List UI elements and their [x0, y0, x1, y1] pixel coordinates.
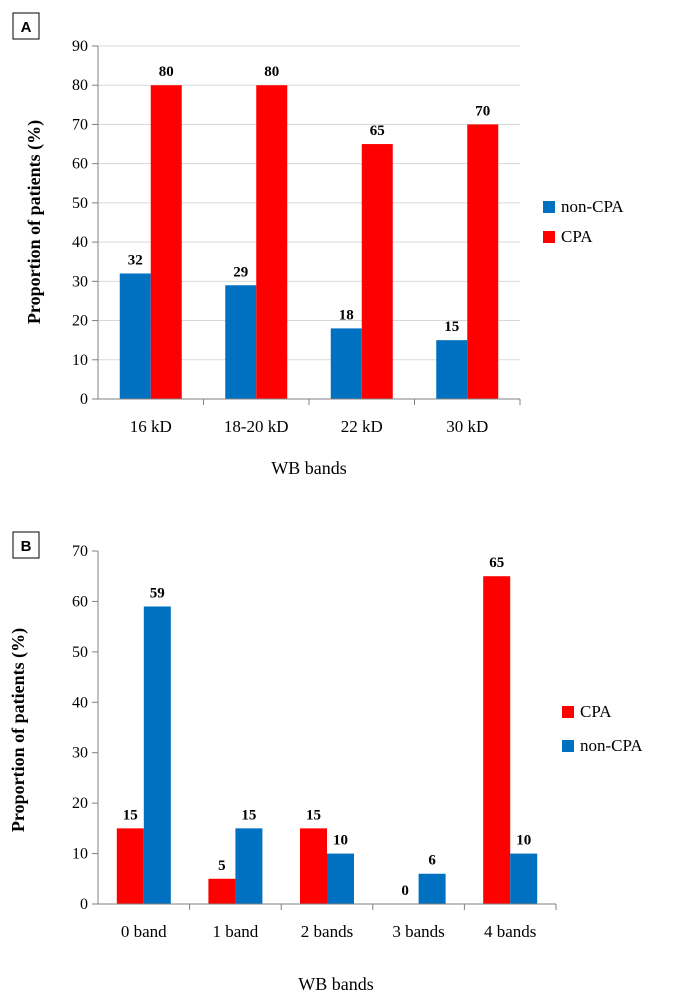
y-tick-label: 20 — [72, 313, 88, 330]
bar-cpa — [116, 828, 144, 904]
data-labels-a: 32 80 29 80 18 65 15 70 — [128, 64, 491, 335]
panel-a: A 0 10 20 30 40 50 60 70 80 90 32 80 29 80 18 65 15 70 1… — [12, 12, 624, 478]
bar-non-cpa — [418, 873, 446, 904]
data-label: 80 — [264, 64, 279, 80]
bar-cpa — [150, 85, 182, 399]
y-tick-label: 0 — [80, 391, 88, 408]
data-label: 32 — [128, 252, 143, 268]
panel-b: B 0 10 20 30 40 50 60 70 15 59 5 15 15 10 0 6 65 10 0 ba… — [8, 531, 643, 994]
legend-label-non-cpa: non-CPA — [561, 197, 624, 216]
data-label: 18 — [339, 307, 354, 323]
bar-cpa — [483, 576, 511, 904]
data-label: 15 — [123, 807, 138, 823]
data-label: 65 — [370, 123, 385, 139]
bars-a — [119, 85, 499, 399]
x-tick-label: 4 bands — [484, 922, 536, 941]
x-ticks-b: 0 band 1 band 2 bands 3 bands 4 bands — [121, 922, 537, 941]
data-labels-b: 15 59 5 15 15 10 0 6 65 10 — [123, 555, 531, 899]
y-tick-label: 10 — [72, 352, 88, 369]
x-tick-label: 16 kD — [130, 417, 172, 436]
legend-swatch-cpa — [562, 706, 574, 718]
x-tick-label: 30 kD — [446, 417, 488, 436]
data-label: 59 — [150, 585, 165, 601]
legend-label-non-cpa: non-CPA — [580, 736, 643, 755]
bar-cpa — [467, 124, 499, 399]
data-label: 10 — [333, 833, 348, 849]
data-label: 0 — [401, 883, 409, 899]
legend-swatch-non-cpa — [543, 201, 555, 213]
data-label: 15 — [444, 319, 459, 335]
panel-b-label-box — [12, 531, 40, 559]
panel-b-label: B — [21, 538, 32, 555]
y-tick-label: 60 — [72, 156, 88, 173]
legend-swatch-cpa — [543, 231, 555, 243]
axes-b — [92, 550, 557, 910]
x-axis-title-a: WB bands — [271, 458, 347, 478]
x-ticks-a: 16 kD 18-20 kD 22 kD 30 kD — [130, 417, 489, 436]
y-tick-label: 40 — [72, 234, 88, 251]
axes-a — [92, 45, 521, 405]
y-tick-label: 70 — [72, 543, 88, 560]
bar-non-cpa — [143, 606, 171, 904]
x-axis-title-b: WB bands — [298, 974, 374, 994]
data-label: 6 — [428, 853, 436, 869]
x-tick-label: 2 bands — [301, 922, 353, 941]
legend-b: CPA non-CPA — [562, 702, 643, 755]
y-tick-label: 50 — [72, 195, 88, 212]
bar-non-cpa — [235, 828, 263, 904]
data-label: 80 — [159, 64, 174, 80]
panel-a-label: A — [21, 19, 32, 36]
bars-b — [116, 576, 538, 904]
bar-non-cpa — [436, 340, 468, 399]
panel-a-label-box — [12, 12, 40, 40]
y-tick-label: 90 — [72, 38, 88, 55]
y-tick-label: 10 — [72, 846, 88, 863]
y-tick-label: 50 — [72, 644, 88, 661]
data-label: 29 — [233, 264, 248, 280]
y-axis-title-a: Proportion of patients (%) — [24, 120, 45, 324]
data-label: 5 — [218, 858, 226, 874]
legend-swatch-non-cpa — [562, 740, 574, 752]
data-label: 10 — [516, 833, 531, 849]
y-tick-label: 30 — [72, 273, 88, 290]
y-tick-label: 70 — [72, 116, 88, 133]
bar-cpa — [256, 85, 288, 399]
y-tick-label: 30 — [72, 745, 88, 762]
data-label: 70 — [475, 103, 490, 119]
y-tick-label: 0 — [80, 896, 88, 913]
data-label: 15 — [241, 807, 256, 823]
y-tick-label: 20 — [72, 795, 88, 812]
legend-label-cpa: CPA — [561, 227, 593, 246]
bar-cpa — [208, 878, 236, 904]
bar-non-cpa — [119, 273, 151, 399]
data-label: 15 — [306, 807, 321, 823]
data-label: 65 — [489, 555, 504, 571]
x-tick-label: 3 bands — [392, 922, 444, 941]
y-axis-title-b: Proportion of patients (%) — [8, 628, 29, 832]
y-tick-label: 60 — [72, 593, 88, 610]
y-tick-label: 80 — [72, 77, 88, 94]
bar-cpa — [300, 828, 327, 904]
x-tick-label: 18-20 kD — [224, 417, 289, 436]
x-tick-label: 1 band — [213, 922, 259, 941]
bar-non-cpa — [327, 853, 354, 904]
bar-cpa — [361, 144, 393, 399]
x-tick-label: 22 kD — [341, 417, 383, 436]
y-ticks-a: 0 10 20 30 40 50 60 70 80 90 — [72, 38, 88, 408]
legend-a: non-CPA CPA — [543, 197, 624, 246]
y-tick-label: 40 — [72, 694, 88, 711]
bar-non-cpa — [225, 285, 257, 399]
bar-non-cpa — [510, 853, 538, 904]
x-tick-label: 0 band — [121, 922, 167, 941]
legend-label-cpa: CPA — [580, 702, 612, 721]
y-ticks-b: 0 10 20 30 40 50 60 70 — [72, 543, 88, 913]
bar-non-cpa — [330, 328, 362, 399]
